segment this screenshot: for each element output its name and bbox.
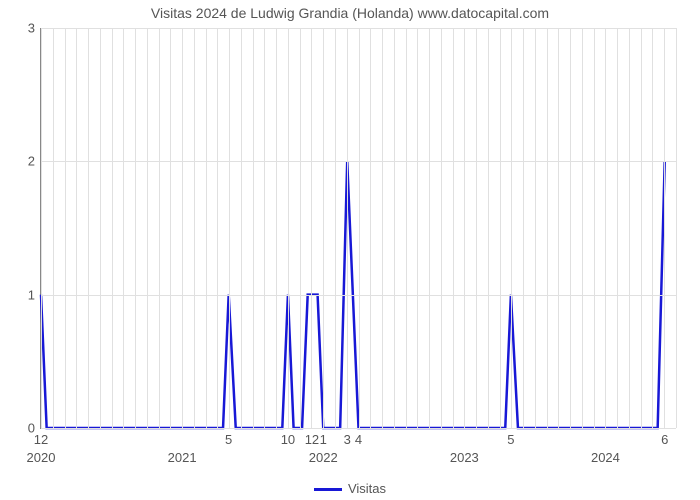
gridline-v xyxy=(41,28,42,428)
x-tick-label: 2022 xyxy=(309,450,338,465)
gridline-v xyxy=(370,28,371,428)
x-tick-label: 2020 xyxy=(27,450,56,465)
gridline-v xyxy=(558,28,559,428)
y-tick-label: 3 xyxy=(28,21,35,36)
gridline-v xyxy=(429,28,430,428)
gridline-v xyxy=(629,28,630,428)
gridline-v xyxy=(182,28,183,428)
gridline-v xyxy=(335,28,336,428)
gridline-v xyxy=(65,28,66,428)
gridline-v xyxy=(347,28,348,428)
legend-label: Visitas xyxy=(348,481,386,496)
gridline-v xyxy=(511,28,512,428)
gridline-v xyxy=(476,28,477,428)
gridline-h xyxy=(41,428,676,429)
gridline-v xyxy=(582,28,583,428)
legend: Visitas xyxy=(0,481,700,496)
y-tick-label: 1 xyxy=(28,287,35,302)
gridline-v xyxy=(664,28,665,428)
gridline-v xyxy=(300,28,301,428)
gridline-v xyxy=(359,28,360,428)
x-sub-label: 10 xyxy=(281,432,295,447)
x-sub-label: 6 xyxy=(661,432,668,447)
gridline-v xyxy=(147,28,148,428)
gridline-v xyxy=(194,28,195,428)
gridline-v xyxy=(453,28,454,428)
gridline-v xyxy=(323,28,324,428)
chart-container: Visitas 2024 de Ludwig Grandia (Holanda)… xyxy=(0,0,700,500)
gridline-v xyxy=(123,28,124,428)
x-tick-label: 2024 xyxy=(591,450,620,465)
gridline-v xyxy=(676,28,677,428)
gridline-v xyxy=(217,28,218,428)
gridline-v xyxy=(394,28,395,428)
gridline-v xyxy=(288,28,289,428)
gridline-v xyxy=(523,28,524,428)
gridline-v xyxy=(76,28,77,428)
gridline-v xyxy=(253,28,254,428)
gridline-v xyxy=(229,28,230,428)
x-sub-label: 5 xyxy=(507,432,514,447)
gridline-v xyxy=(100,28,101,428)
gridline-v xyxy=(159,28,160,428)
gridline-v xyxy=(652,28,653,428)
plot-area: 012320202021202220232024125101213456 xyxy=(40,28,676,429)
gridline-v xyxy=(594,28,595,428)
x-sub-label: 4 xyxy=(355,432,362,447)
gridline-v xyxy=(170,28,171,428)
gridline-v xyxy=(617,28,618,428)
gridline-v xyxy=(570,28,571,428)
gridline-v xyxy=(135,28,136,428)
x-sub-label: 12 xyxy=(34,432,48,447)
gridline-v xyxy=(464,28,465,428)
gridline-v xyxy=(53,28,54,428)
gridline-v xyxy=(500,28,501,428)
x-tick-label: 2023 xyxy=(450,450,479,465)
gridline-v xyxy=(382,28,383,428)
gridline-v xyxy=(241,28,242,428)
legend-swatch xyxy=(314,488,342,491)
gridline-v xyxy=(641,28,642,428)
gridline-v xyxy=(535,28,536,428)
gridline-v xyxy=(547,28,548,428)
gridline-v xyxy=(206,28,207,428)
gridline-v xyxy=(417,28,418,428)
gridline-v xyxy=(406,28,407,428)
gridline-v xyxy=(311,28,312,428)
gridline-v xyxy=(441,28,442,428)
chart-title: Visitas 2024 de Ludwig Grandia (Holanda)… xyxy=(0,5,700,21)
gridline-v xyxy=(488,28,489,428)
x-sub-label: 3 xyxy=(344,432,351,447)
gridline-v xyxy=(88,28,89,428)
x-sub-label: 1 xyxy=(320,432,327,447)
y-tick-label: 2 xyxy=(28,154,35,169)
gridline-v xyxy=(264,28,265,428)
x-sub-label: 5 xyxy=(225,432,232,447)
x-tick-label: 2021 xyxy=(168,450,197,465)
gridline-v xyxy=(112,28,113,428)
gridline-v xyxy=(605,28,606,428)
gridline-v xyxy=(276,28,277,428)
x-sub-label: 12 xyxy=(305,432,319,447)
